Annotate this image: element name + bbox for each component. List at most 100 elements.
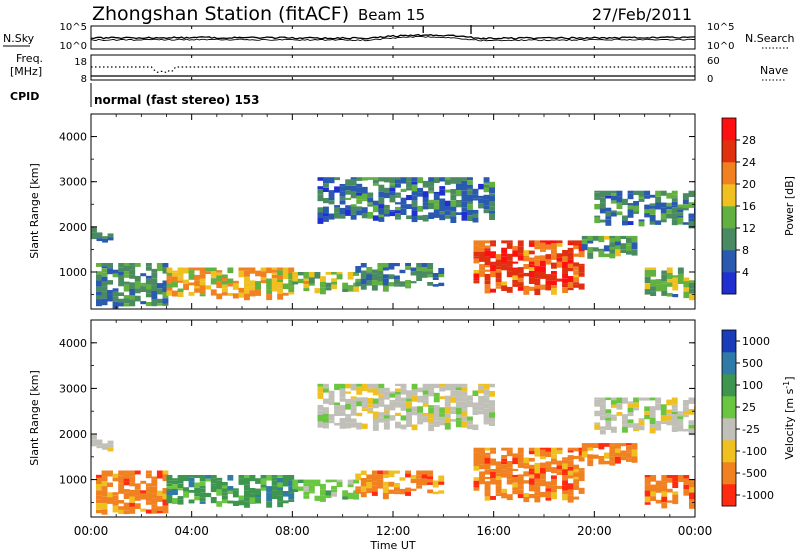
heat-cell-6 xyxy=(609,445,616,450)
heat-cell-5 xyxy=(528,277,535,284)
heat-cell-2 xyxy=(172,486,178,489)
heat-cell-9 xyxy=(323,388,329,393)
heat-cell-2 xyxy=(166,281,173,284)
heat-cell-8 xyxy=(644,276,651,283)
heat-cell-1 xyxy=(145,497,152,502)
heat-cell-5 xyxy=(473,273,480,279)
heat-cell-7 xyxy=(599,208,606,214)
heat-cell-3 xyxy=(303,276,310,279)
heat-cell-9 xyxy=(389,415,396,419)
heat-cell-9 xyxy=(317,189,324,195)
heat-cell-6 xyxy=(631,443,638,450)
heat-cell-3 xyxy=(331,485,337,490)
heat-cell-5 xyxy=(578,470,585,477)
heat-cell-2 xyxy=(244,276,250,283)
heat-cell-9 xyxy=(483,187,490,193)
heat-cell-9 xyxy=(439,413,446,417)
heat-cell-4 xyxy=(371,491,378,496)
heat-cell-4 xyxy=(421,263,428,267)
heat-cell-1 xyxy=(96,263,102,267)
power-heatmap xyxy=(91,177,695,309)
heat-cell-8 xyxy=(677,475,684,482)
y-tick-label: 3000 xyxy=(59,176,87,189)
heat-cell-2 xyxy=(194,286,201,289)
heat-cell-5 xyxy=(567,497,574,503)
heat-cell-4 xyxy=(438,490,445,494)
heat-cell-9 xyxy=(461,177,468,181)
heat-cell-9 xyxy=(417,420,424,425)
freq-unit-label: [MHz] xyxy=(10,65,42,78)
heat-cell-7 xyxy=(605,420,612,428)
heat-cell-5 xyxy=(528,240,535,244)
heat-cell-5 xyxy=(506,260,513,265)
heat-cell-9 xyxy=(417,417,424,421)
heat-cell-5 xyxy=(573,479,580,485)
heat-cell-5 xyxy=(551,274,557,281)
heat-cell-2 xyxy=(277,288,284,294)
heat-cell-1 xyxy=(145,470,152,474)
heat-cell-2 xyxy=(249,493,256,498)
heat-cell-5 xyxy=(556,253,563,258)
heat-cell-2 xyxy=(188,267,195,271)
heat-cell-4 xyxy=(377,470,384,475)
heat-cell-2 xyxy=(288,475,295,481)
heat-cell-5 xyxy=(528,468,535,472)
heat-cell-2 xyxy=(288,494,295,500)
heat-cell-1 xyxy=(162,267,169,274)
heat-cell-5 xyxy=(473,240,480,246)
heat-cell-9 xyxy=(461,383,468,387)
heat-cell-4 xyxy=(360,278,367,285)
heat-cell-4 xyxy=(366,474,373,480)
heat-cell-7 xyxy=(649,215,656,222)
heat-cell-6 xyxy=(587,454,594,460)
heat-cell-8 xyxy=(661,482,668,485)
heat-cell-9 xyxy=(455,420,462,428)
heat-cell-6 xyxy=(626,238,632,244)
heat-cell-7 xyxy=(677,212,684,216)
heat-cell-6 xyxy=(620,249,627,253)
heat-cell-5 xyxy=(479,251,485,258)
heat-cell-9 xyxy=(472,198,479,201)
heat-cell-6 xyxy=(598,458,605,465)
heat-cell-3 xyxy=(320,483,326,490)
heat-cell-2 xyxy=(216,275,223,282)
heat-cell-5 xyxy=(501,281,508,286)
heat-cell-9 xyxy=(406,204,412,209)
heat-cell-4 xyxy=(355,278,362,282)
heat-cell-1 xyxy=(134,275,141,282)
heat-cell-1 xyxy=(134,495,141,501)
heat-cell-9 xyxy=(433,204,440,210)
heat-cell-3 xyxy=(308,277,315,284)
heat-cell-9 xyxy=(356,187,363,193)
heat-cell-1 xyxy=(140,273,147,277)
heat-cell-9 xyxy=(455,200,462,204)
heat-cell-7 xyxy=(616,403,623,410)
heat-cell-9 xyxy=(328,190,335,194)
heat-cell-5 xyxy=(534,246,541,250)
heat-cell-8 xyxy=(666,292,673,297)
heat-cell-4 xyxy=(382,486,389,494)
colorbar-tick-label: 500 xyxy=(742,357,763,370)
heat-cell-1 xyxy=(156,283,163,289)
heat-cell-1 xyxy=(107,482,113,487)
heat-cell-9 xyxy=(450,211,457,217)
heat-cell-4 xyxy=(377,485,384,489)
heat-cell-5 xyxy=(573,447,580,452)
heat-cell-7 xyxy=(599,426,606,430)
heat-cell-9 xyxy=(383,415,390,419)
heat-cell-1 xyxy=(134,470,141,475)
heat-cell-1 xyxy=(96,484,102,491)
heat-cell-1 xyxy=(123,274,130,278)
heat-cell-9 xyxy=(372,205,379,213)
heat-cell-2 xyxy=(238,292,245,298)
heat-cell-9 xyxy=(489,406,495,413)
heat-cell-9 xyxy=(339,424,346,429)
heat-cell-2 xyxy=(244,495,250,498)
heat-cell-1 xyxy=(101,502,108,510)
heat-cell-9 xyxy=(395,383,401,386)
heat-cell-5 xyxy=(517,255,524,261)
heat-cell-9 xyxy=(323,213,329,217)
heat-cell-5 xyxy=(479,471,485,478)
heat-cell-1 xyxy=(151,507,158,514)
heat-cell-8 xyxy=(666,488,673,493)
